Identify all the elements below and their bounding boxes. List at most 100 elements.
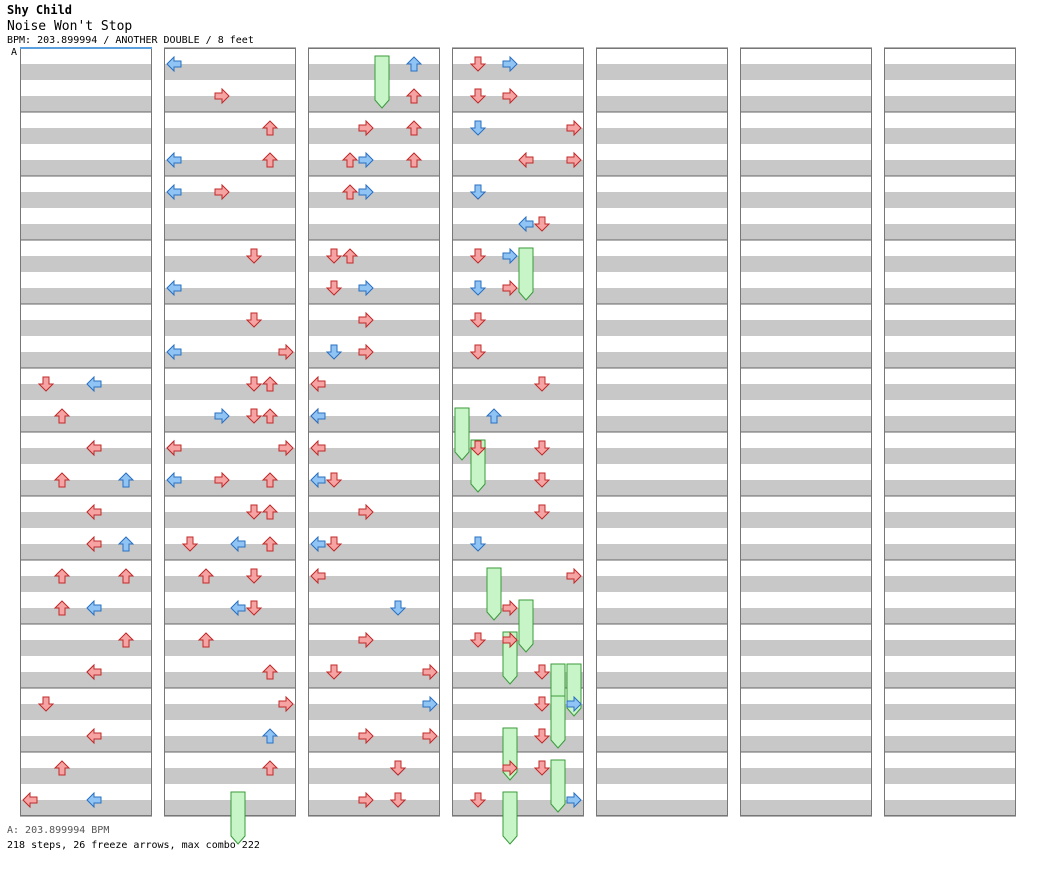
- beat-stripe: [308, 384, 440, 400]
- beat-stripe: [20, 288, 152, 304]
- step-arrow: [358, 151, 374, 169]
- step-arrow: [166, 183, 182, 201]
- step-arrow: [278, 439, 294, 457]
- step-arrow: [502, 279, 518, 297]
- beat-stripe: [596, 64, 728, 80]
- beat-stripe: [884, 736, 1016, 752]
- beat-stripe: [20, 704, 152, 720]
- beat-stripe: [452, 128, 584, 144]
- beat-stripe: [884, 512, 1016, 528]
- freeze-arrow: [502, 631, 518, 685]
- beat-stripe: [308, 768, 440, 784]
- beat-stripe: [164, 768, 296, 784]
- beat-stripe: [308, 800, 440, 816]
- beat-stripe: [884, 704, 1016, 720]
- step-arrow: [86, 663, 102, 681]
- beat-stripe: [164, 288, 296, 304]
- beat-stripe: [740, 160, 872, 176]
- beat-stripe: [884, 768, 1016, 784]
- beat-stripe: [740, 608, 872, 624]
- step-arrow: [245, 376, 263, 392]
- column-border: [164, 48, 296, 816]
- beat-stripe: [452, 160, 584, 176]
- beat-stripe: [452, 576, 584, 592]
- beat-stripe: [20, 352, 152, 368]
- freeze-arrow: [550, 759, 566, 813]
- beat-stripe: [308, 544, 440, 560]
- beat-stripe: [308, 704, 440, 720]
- step-arrow: [533, 472, 551, 488]
- step-arrow: [261, 760, 279, 776]
- step-arrow: [245, 568, 263, 584]
- step-arrow: [310, 535, 326, 553]
- step-arrow: [117, 472, 135, 488]
- beat-stripe: [308, 576, 440, 592]
- step-arrow: [53, 568, 71, 584]
- step-arrow: [214, 183, 230, 201]
- beat-stripe: [164, 576, 296, 592]
- beat-stripe: [596, 256, 728, 272]
- freeze-arrow: [470, 439, 486, 493]
- step-arrow: [166, 151, 182, 169]
- beat-stripe: [596, 608, 728, 624]
- beat-stripe: [308, 160, 440, 176]
- step-arrow: [502, 55, 518, 73]
- beat-stripe: [740, 96, 872, 112]
- beat-stripe: [596, 704, 728, 720]
- beat-stripe: [740, 416, 872, 432]
- chart-stats: 218 steps, 26 freeze arrows, max combo 2…: [7, 840, 260, 851]
- column-border: [740, 48, 872, 816]
- step-arrow: [86, 791, 102, 809]
- step-arrow: [502, 87, 518, 105]
- beat-stripe: [596, 288, 728, 304]
- beat-stripe: [20, 192, 152, 208]
- step-arrow: [502, 247, 518, 265]
- step-arrow: [166, 471, 182, 489]
- beat-stripe: [164, 64, 296, 80]
- beat-stripe: [164, 640, 296, 656]
- step-arrow: [310, 471, 326, 489]
- step-arrow: [358, 343, 374, 361]
- beat-stripe: [740, 288, 872, 304]
- step-arrow: [261, 408, 279, 424]
- beat-stripe: [452, 320, 584, 336]
- beat-stripe: [164, 192, 296, 208]
- step-arrow: [86, 375, 102, 393]
- beat-stripe: [740, 672, 872, 688]
- beat-stripe: [596, 224, 728, 240]
- freeze-arrow: [502, 791, 518, 845]
- step-arrow: [469, 312, 487, 328]
- beat-stripe: [452, 256, 584, 272]
- beat-stripe: [596, 672, 728, 688]
- step-arrow: [325, 344, 343, 360]
- beat-stripe: [740, 64, 872, 80]
- step-arrow: [37, 376, 55, 392]
- step-arrow: [261, 472, 279, 488]
- step-arrow: [533, 760, 551, 776]
- beat-stripe: [596, 576, 728, 592]
- beat-stripe: [20, 736, 152, 752]
- beat-stripe: [740, 192, 872, 208]
- freeze-arrow: [230, 791, 246, 845]
- step-arrow: [310, 375, 326, 393]
- beat-stripe: [20, 384, 152, 400]
- beat-stripe: [20, 512, 152, 528]
- column-border: [596, 48, 728, 816]
- beat-stripe: [20, 576, 152, 592]
- step-arrow: [325, 664, 343, 680]
- step-arrow: [245, 248, 263, 264]
- beat-stripe: [20, 320, 152, 336]
- beat-stripe: [740, 480, 872, 496]
- step-arrow: [422, 727, 438, 745]
- beat-stripe: [452, 96, 584, 112]
- step-arrow: [117, 536, 135, 552]
- beat-stripe: [308, 128, 440, 144]
- beat-stripe: [740, 576, 872, 592]
- beat-stripe: [596, 448, 728, 464]
- beat-stripe: [596, 320, 728, 336]
- step-arrow: [166, 279, 182, 297]
- step-arrow: [245, 504, 263, 520]
- step-arrow: [566, 151, 582, 169]
- step-arrow: [533, 728, 551, 744]
